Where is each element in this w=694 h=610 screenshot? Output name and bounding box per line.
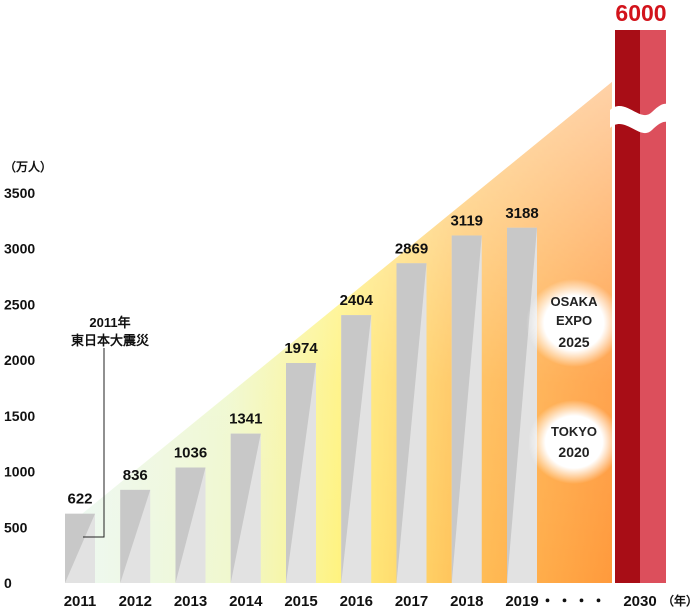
x-unit-label: （年） [662, 593, 694, 608]
x-axis: ・・・・ （年） 2011 2012 2013 2014 2015 2016 2017 201… [64, 593, 694, 610]
bar-shade-2014 [230, 433, 261, 583]
x-tick-label-2016: 2016 [340, 593, 373, 610]
y-tick-label-1000: 1000 [4, 464, 35, 480]
bar-shade-2017 [396, 263, 427, 583]
x-tick-label-2011: 2011 [64, 593, 97, 610]
tokyo-2020-circle [528, 400, 620, 484]
y-tick-label-3500: 3500 [4, 185, 35, 201]
target-year-label: 2030 [623, 593, 656, 610]
y-tick-label-0: 0 [4, 575, 12, 591]
value-label-2017: 2869 [395, 240, 428, 257]
x-tick-label-2013: 2013 [174, 593, 207, 610]
event-circles: OSAKA EXPO 2025 TOKYO 2020 [526, 279, 622, 484]
y-tick-label-2500: 2500 [4, 296, 35, 312]
osaka-expo-line-2: EXPO [556, 313, 592, 328]
y-tick-label-1500: 1500 [4, 408, 35, 424]
tokyo-2020-line-2: 2020 [558, 444, 589, 460]
ellipsis-label: ・・・・ [540, 593, 608, 610]
value-label-2018: 3119 [450, 212, 483, 229]
bar-shade-2016 [341, 315, 372, 583]
annotation-year: 2011年 [89, 315, 130, 330]
osaka-expo-line-3: 2025 [558, 334, 589, 350]
bar-shade-2015 [286, 363, 316, 583]
annotation-event: 東日本大震災 [71, 333, 150, 348]
bars: 622 836 1036 1341 1974 2404 2869 3119 3188 [65, 205, 539, 583]
axis-break-mark [610, 103, 671, 134]
osaka-expo-line-1: OSAKA [551, 294, 599, 309]
x-tick-label-2015: 2015 [284, 593, 317, 610]
y-tick-label-3000: 3000 [4, 241, 35, 257]
tokyo-2020-line-1: TOKYO [551, 424, 597, 439]
value-label-2012: 836 [123, 467, 148, 484]
x-tick-label-2018: 2018 [450, 593, 483, 610]
value-label-2011: 622 [67, 491, 92, 508]
annotation-leader-line [83, 348, 105, 538]
bar-shade-2012 [120, 489, 151, 583]
y-unit-label: （万人） [4, 159, 52, 174]
x-tick-label-2017: 2017 [395, 593, 428, 610]
value-label-2019: 3188 [505, 205, 538, 222]
target-value-label: 6000 [615, 0, 666, 26]
target-2030-bar-group: 6000 2030 [610, 0, 671, 610]
x-tick-label-2019: 2019 [505, 593, 538, 610]
bar-shade-2011 [65, 513, 95, 583]
earthquake-annotation: 2011年 東日本大震災 [71, 315, 150, 538]
x-tick-label-2014: 2014 [229, 593, 263, 610]
value-label-2016: 2404 [340, 292, 374, 309]
bar-shade-2018 [451, 235, 482, 583]
y-tick-label-2000: 2000 [4, 352, 35, 368]
y-axis: （万人） 0 500 1000 1500 2000 2500 3000 3500 [4, 159, 52, 591]
bar-shade-2013 [175, 467, 206, 583]
value-label-2013: 1036 [174, 445, 207, 462]
value-label-2014: 1341 [229, 411, 262, 428]
x-tick-label-2012: 2012 [119, 593, 152, 610]
y-tick-label-500: 500 [4, 519, 28, 535]
value-label-2015: 1974 [284, 340, 318, 357]
osaka-expo-circle [526, 279, 622, 367]
